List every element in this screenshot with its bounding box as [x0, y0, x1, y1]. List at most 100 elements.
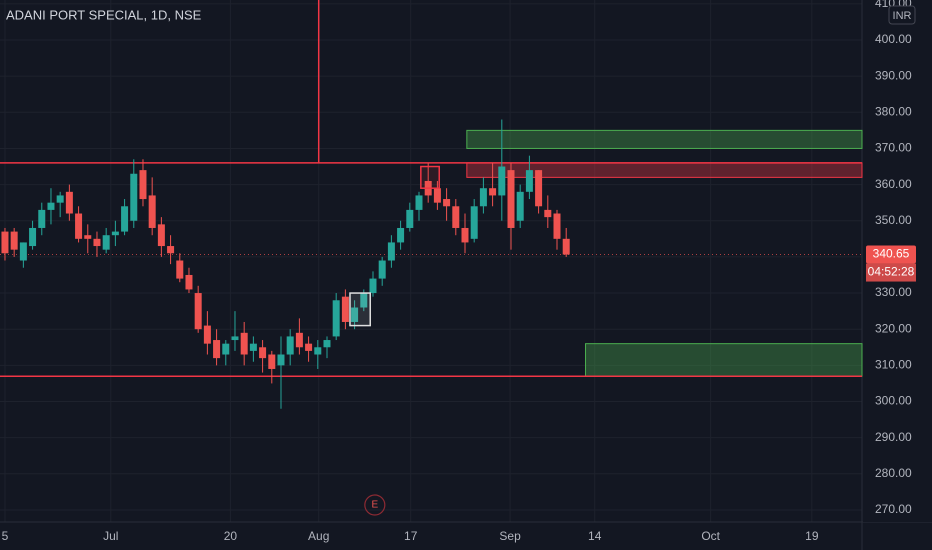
y-tick-label: 370.00: [875, 141, 912, 155]
last-price-tag: [866, 245, 916, 264]
y-tick-label: 400.00: [875, 32, 912, 46]
y-tick-label: 290.00: [875, 430, 912, 444]
candle-body: [213, 340, 221, 359]
candle-body: [130, 173, 138, 221]
candle-body: [516, 191, 524, 221]
candle-body: [286, 336, 294, 355]
candle-body: [231, 336, 239, 341]
candle-body: [406, 209, 414, 228]
candle-body: [93, 238, 101, 247]
candle-body: [240, 332, 248, 355]
candle-body: [1, 231, 9, 254]
currency-box: [888, 5, 916, 25]
y-tick-label: 300.00: [875, 394, 912, 408]
x-tick-label: Aug: [308, 529, 329, 543]
x-tick-label: 19: [805, 529, 819, 543]
candle-body: [65, 191, 73, 214]
candle-body: [38, 209, 46, 228]
candle-body: [470, 206, 478, 239]
candle-body: [75, 213, 83, 239]
candle-body: [167, 246, 175, 254]
candle-body: [479, 188, 487, 207]
countdown-tag: [866, 263, 916, 282]
event-label: E: [371, 500, 378, 511]
y-tick-label: 320.00: [875, 321, 912, 335]
y-tick-label: 350.00: [875, 213, 912, 227]
countdown-label: 04:52:28: [868, 265, 915, 279]
candle-body: [351, 307, 359, 322]
candle-body: [535, 170, 543, 207]
candle-body: [507, 170, 515, 228]
x-tick-label: Jul: [103, 529, 118, 543]
candle-body: [544, 209, 552, 218]
y-tick-label: 360.00: [875, 177, 912, 191]
x-tick-label: Oct: [701, 529, 720, 543]
candle-body: [203, 325, 211, 344]
chart-title: ADANI PORT SPECIAL, 1D, NSE: [6, 7, 202, 22]
candle-body: [259, 347, 267, 359]
y-tick-label: 390.00: [875, 68, 912, 82]
candle-body: [249, 343, 257, 351]
candle-body: [323, 340, 331, 348]
candle-body: [222, 343, 230, 355]
candle-body: [452, 206, 460, 228]
y-tick-label: 410.00: [875, 0, 912, 10]
candle-body: [10, 231, 18, 250]
candle-body: [19, 242, 27, 261]
candle-body: [295, 332, 303, 348]
highlight-box: [349, 292, 371, 327]
candle-body: [443, 199, 451, 207]
last-price-label: 340.65: [873, 247, 910, 261]
currency-label: INR: [893, 10, 912, 22]
zone: [466, 129, 863, 149]
x-tick-label: 20: [224, 529, 238, 543]
candle-body: [277, 354, 285, 366]
candle-body: [47, 202, 55, 210]
candle-body: [176, 260, 184, 279]
x-tick-label: 14: [588, 529, 602, 543]
candle-body: [305, 343, 313, 351]
candle-body: [314, 347, 322, 355]
zone: [585, 343, 863, 377]
candle-body: [102, 235, 110, 250]
highlight-box: [420, 165, 440, 189]
candle-body: [553, 213, 561, 239]
x-tick-label: 5: [2, 529, 9, 543]
x-tick-label: 17: [404, 529, 418, 543]
candle-body: [157, 224, 165, 247]
candle-body: [148, 195, 156, 228]
candle-body: [121, 206, 129, 232]
candle-body: [525, 170, 533, 192]
candle-body: [360, 293, 368, 308]
candle-body: [498, 166, 506, 196]
candle-body: [562, 238, 570, 255]
candle-body: [332, 300, 340, 337]
candle-body: [415, 195, 423, 210]
event-marker: [364, 494, 386, 516]
candle-body: [489, 188, 497, 196]
y-tick-label: 330.00: [875, 285, 912, 299]
candle-body: [56, 195, 64, 203]
candle-body: [139, 170, 147, 200]
x-tick-label: Sep: [499, 529, 521, 543]
candle-body: [111, 231, 119, 236]
candle-body: [268, 354, 276, 369]
y-tick-label: 280.00: [875, 466, 912, 480]
candle-body: [378, 260, 386, 279]
candle-body: [185, 274, 193, 290]
candle-body: [387, 242, 395, 261]
candle-body: [341, 296, 349, 322]
candle-body: [397, 227, 405, 243]
candle-body: [194, 293, 202, 330]
candle-body: [369, 278, 377, 294]
y-tick-label: 270.00: [875, 502, 912, 516]
candle-body: [461, 227, 469, 243]
y-tick-label: 310.00: [875, 358, 912, 372]
candle-body: [29, 227, 37, 247]
y-tick-label: 380.00: [875, 104, 912, 118]
candle-body: [433, 188, 441, 203]
candle-body: [84, 235, 92, 239]
